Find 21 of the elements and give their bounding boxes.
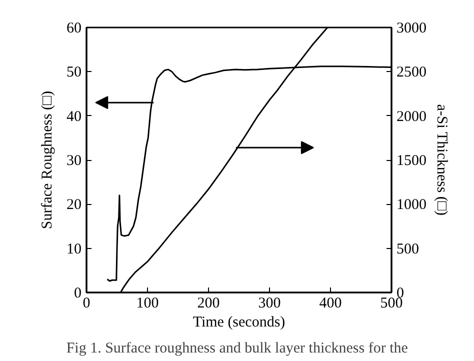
y2-tick-label: 3000 <box>396 20 426 36</box>
x-tick-label: 100 <box>136 296 159 312</box>
y-tick-label: 40 <box>66 108 82 125</box>
y-axis-title: Surface Roughness (□) <box>40 90 56 230</box>
y2-tick-label: 1000 <box>396 197 426 214</box>
y-tick-label: 60 <box>66 20 82 36</box>
y-tick-label: 50 <box>66 64 82 81</box>
x-axis-title: Time (seconds) <box>192 314 286 330</box>
y2-tick-label: 500 <box>396 241 419 258</box>
caption: Fig 1. Surface roughness and bulk layer thickness for the <box>66 340 408 356</box>
y2-tick-label: 2000 <box>396 108 426 125</box>
y-tick-label: 30 <box>66 153 82 169</box>
y-tick-label: 10 <box>66 241 82 258</box>
y2-tick-label: 1500 <box>396 153 426 169</box>
y-tick-label: 0 <box>74 286 82 302</box>
x-tick-label: 400 <box>319 296 342 312</box>
x-tick-label: 300 <box>258 296 281 312</box>
y2-tick-label: 2500 <box>396 64 426 81</box>
x-tick-label: 200 <box>197 296 220 312</box>
y-tick-label: 20 <box>66 197 82 214</box>
y2-axis-title: a-Si Thickness (□) <box>434 104 450 216</box>
